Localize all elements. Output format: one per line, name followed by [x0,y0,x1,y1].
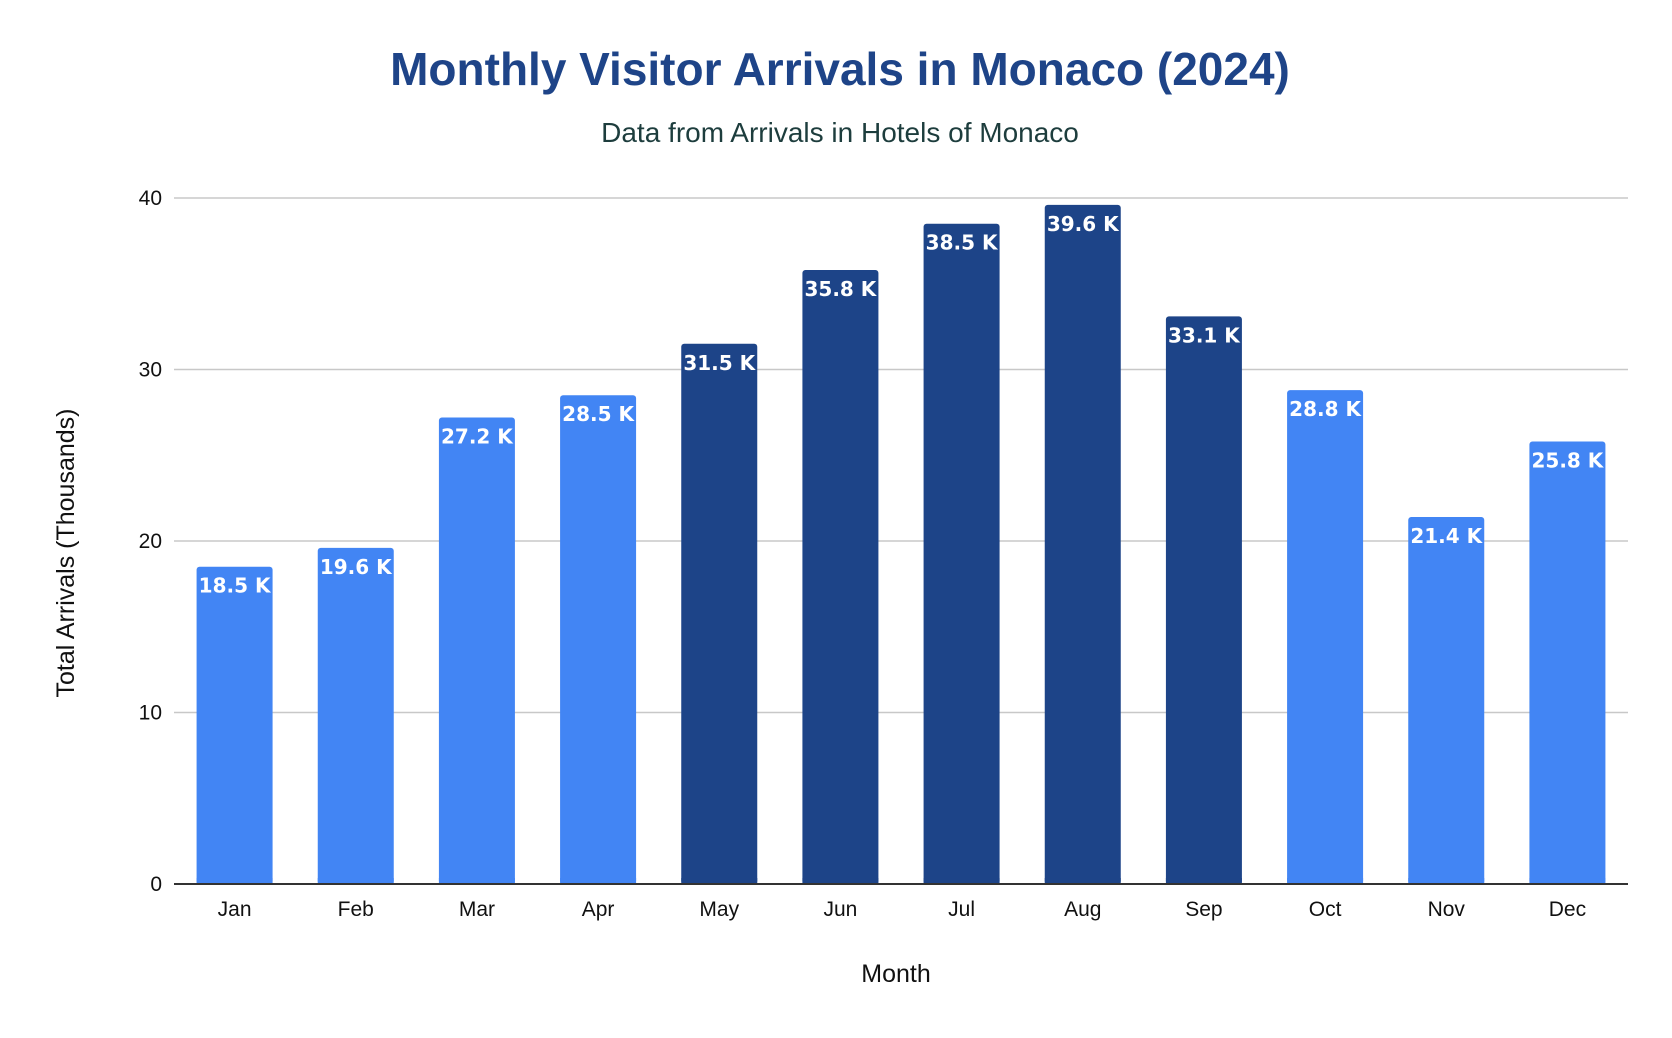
gridlines [174,197,1628,714]
bar-sep [1165,316,1242,885]
data-label-apr: 28.5 K [562,402,635,426]
bar-base-feb [317,878,394,884]
bar-base-nov [1408,878,1485,884]
data-label-may: 31.5 K [683,351,756,375]
bar-feb [317,547,394,884]
bar-mar [438,417,515,884]
chart-subtitle: Data from Arrivals in Hotels of Monaco [601,117,1079,148]
x-axis-ticks: Jan Feb Mar Apr May Jun Jul Aug Sep Oct Nov Dec [218,898,1586,921]
bars: 18.5 K 19.6 K 27.2 K 28.5 K 31.5 K 35.8 K 38.5… [196,204,1606,885]
data-label-oct: 28.8 K [1289,397,1362,421]
x-tick-label: Oct [1309,898,1342,921]
bar-base-apr [560,878,637,884]
data-label-mar: 27.2 K [441,425,514,449]
bar-aug [1044,204,1121,885]
bar-base-may [681,878,758,884]
y-axis-ticks: 0 10 20 30 40 [139,187,162,896]
chart-title: Monthly Visitor Arrivals in Monaco (2024… [390,43,1290,95]
y-axis-title: Total Arrivals (Thousands) [52,408,80,697]
x-tick-label: Jul [948,898,975,921]
y-tick-label: 30 [139,359,162,382]
data-label-sep: 33.1 K [1168,323,1241,347]
data-label-jan: 18.5 K [199,574,272,598]
x-axis-title: Month [861,960,930,988]
bar-base-aug [1044,878,1121,884]
bar-may [681,343,758,884]
bar-base-mar [438,878,515,884]
x-tick-label: Mar [459,898,495,921]
bar-jun [802,270,879,884]
x-tick-label: Nov [1428,898,1466,921]
bar-base-jun [802,878,879,884]
x-tick-label: Sep [1185,898,1222,921]
bar-jul [923,223,1000,885]
y-tick-label: 40 [139,187,162,210]
bar-base-jan [196,878,273,884]
x-tick-label: Aug [1064,898,1101,921]
data-label-nov: 21.4 K [1410,524,1483,548]
x-tick-label: Apr [582,898,615,921]
bar-nov [1408,516,1485,884]
bar-base-oct [1287,878,1364,884]
bar-oct [1287,390,1364,884]
bar-base-sep [1165,878,1242,884]
x-tick-label: Feb [338,898,374,921]
x-tick-label: Jun [823,898,857,921]
data-label-aug: 39.6 K [1047,212,1120,236]
y-tick-label: 10 [139,702,162,725]
bar-dec [1529,441,1606,884]
bar-base-dec [1529,878,1606,884]
bar-apr [560,395,637,884]
bar-jan [196,566,273,884]
x-tick-label: Dec [1549,898,1586,921]
data-label-jul: 38.5 K [926,231,999,255]
bar-base-jul [923,878,1000,884]
data-label-dec: 25.8 K [1532,449,1605,473]
data-label-feb: 19.6 K [320,555,393,579]
data-label-jun: 35.8 K [805,277,878,301]
x-tick-label: May [699,898,739,921]
y-tick-label: 20 [139,530,162,553]
y-tick-label: 0 [150,873,162,896]
x-tick-label: Jan [218,898,252,921]
